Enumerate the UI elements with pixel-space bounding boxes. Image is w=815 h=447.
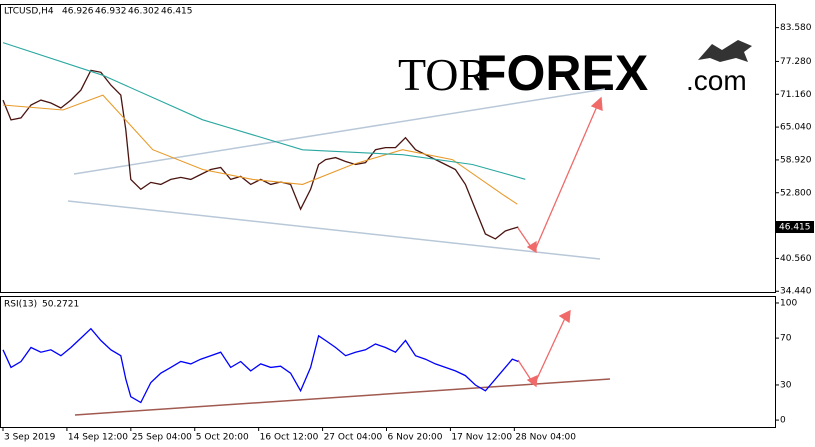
forecast-arrows [517,96,603,388]
ohlc-open: 46.926 [62,7,94,17]
x-tick-label: 3 Sep 2019 [4,433,56,443]
arrow-head [558,309,571,324]
y-tick-label: 52.800 [780,188,812,198]
arrow [534,315,567,384]
y-tick-label: 71.160 [780,90,812,100]
rsi-trend-line [74,378,611,416]
x-tick-label: 25 Sep 04:00 [132,433,192,443]
x-tick-label: 14 Sep 12:00 [68,433,128,443]
series-line [2,42,526,180]
x-tick-label: 28 Nov 04:00 [515,433,576,443]
series-line [2,94,518,205]
y-tick-label: 0 [780,416,786,426]
x-tick-label: 6 Nov 20:00 [388,433,443,443]
bull-logo [698,40,752,62]
arrow-head [526,374,538,388]
series-line [2,327,519,404]
main-panel [0,4,776,293]
y-tick-label: 34.440 [780,287,812,297]
y-tick-label: 58.920 [780,155,812,165]
arrow-head [526,240,537,254]
ohlc-high: 46.932 [95,7,127,17]
channel-upper [73,88,606,175]
y-tick-label: 40.560 [780,254,812,264]
current-price-box [776,221,814,234]
indicator-name: RSI(13) [4,300,37,310]
y-tick-label: 83.580 [780,23,812,33]
x-tick-label: 17 Nov 12:00 [451,433,512,443]
ohlc-close: 46.415 [161,7,193,17]
x-tick-label: 5 Oct 20:00 [196,433,249,443]
current-price-label: 46.415 [779,223,811,233]
arrow [534,103,599,251]
channel-lower [67,200,601,260]
trend-lines [67,88,606,260]
watermark-com: .com [686,65,747,96]
indicator-last: 50.2721 [42,300,79,310]
y-tick-label: 30 [780,380,792,390]
y-tick-label: 100 [780,298,797,308]
arrow-head [590,96,603,111]
watermark-tor: TOR [398,49,489,100]
rsi-panel [0,296,776,428]
y-tick-label: 77.280 [780,57,812,67]
y-tick-label: 70 [780,334,792,344]
watermark-forex: FOREX [476,45,648,101]
watermark: TOR FOREX .com [398,40,752,101]
ohlc-low: 46.302 [128,7,160,17]
symbol: LTCUSD,H4 [4,7,54,17]
x-tick-label: 16 Oct 12:00 [260,433,319,443]
x-tick-label: 27 Oct 04:00 [324,433,383,443]
y-tick-label: 65.040 [780,123,812,133]
